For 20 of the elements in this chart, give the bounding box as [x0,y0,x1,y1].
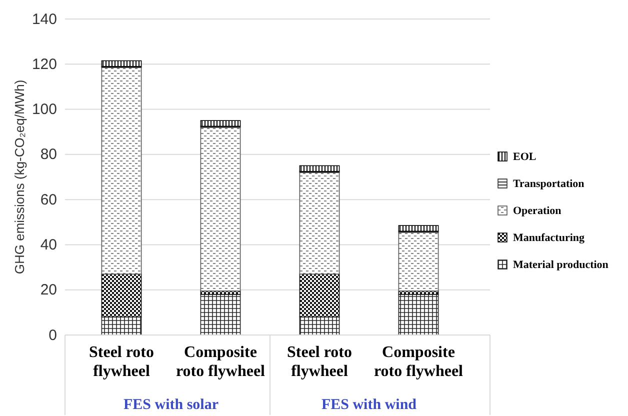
legend-label: Manufacturing [513,232,585,244]
x-tick-label: Composite roto flywheel [374,344,464,380]
text: FES with wind [321,397,418,413]
y-tick-label: 120 [32,56,57,73]
legend-label: Transportation [513,178,584,190]
y-tick-label: 20 [40,282,57,299]
y-tick-label: 100 [32,101,57,118]
y-tick-label: 0 [48,326,57,344]
y-tick-label: 60 [40,191,57,208]
x-tick-label: Steel roto flywheel [88,344,154,380]
legend-label: Material production [513,259,608,271]
x-tick-label: Steel roto flywheel [286,344,352,380]
legend-label: EOL [513,151,536,163]
legend-label: Operation [513,205,562,217]
y-tick-label: 140 [32,10,57,28]
x-tick-label: Composite roto flywheel [176,344,266,380]
y-tick-label: 40 [40,236,57,254]
text: FES with solar [123,397,219,413]
y-tick-label: 80 [40,146,57,164]
y-axis-title: GHG emissions (kg-CO₂eq/MWh) [12,80,27,274]
